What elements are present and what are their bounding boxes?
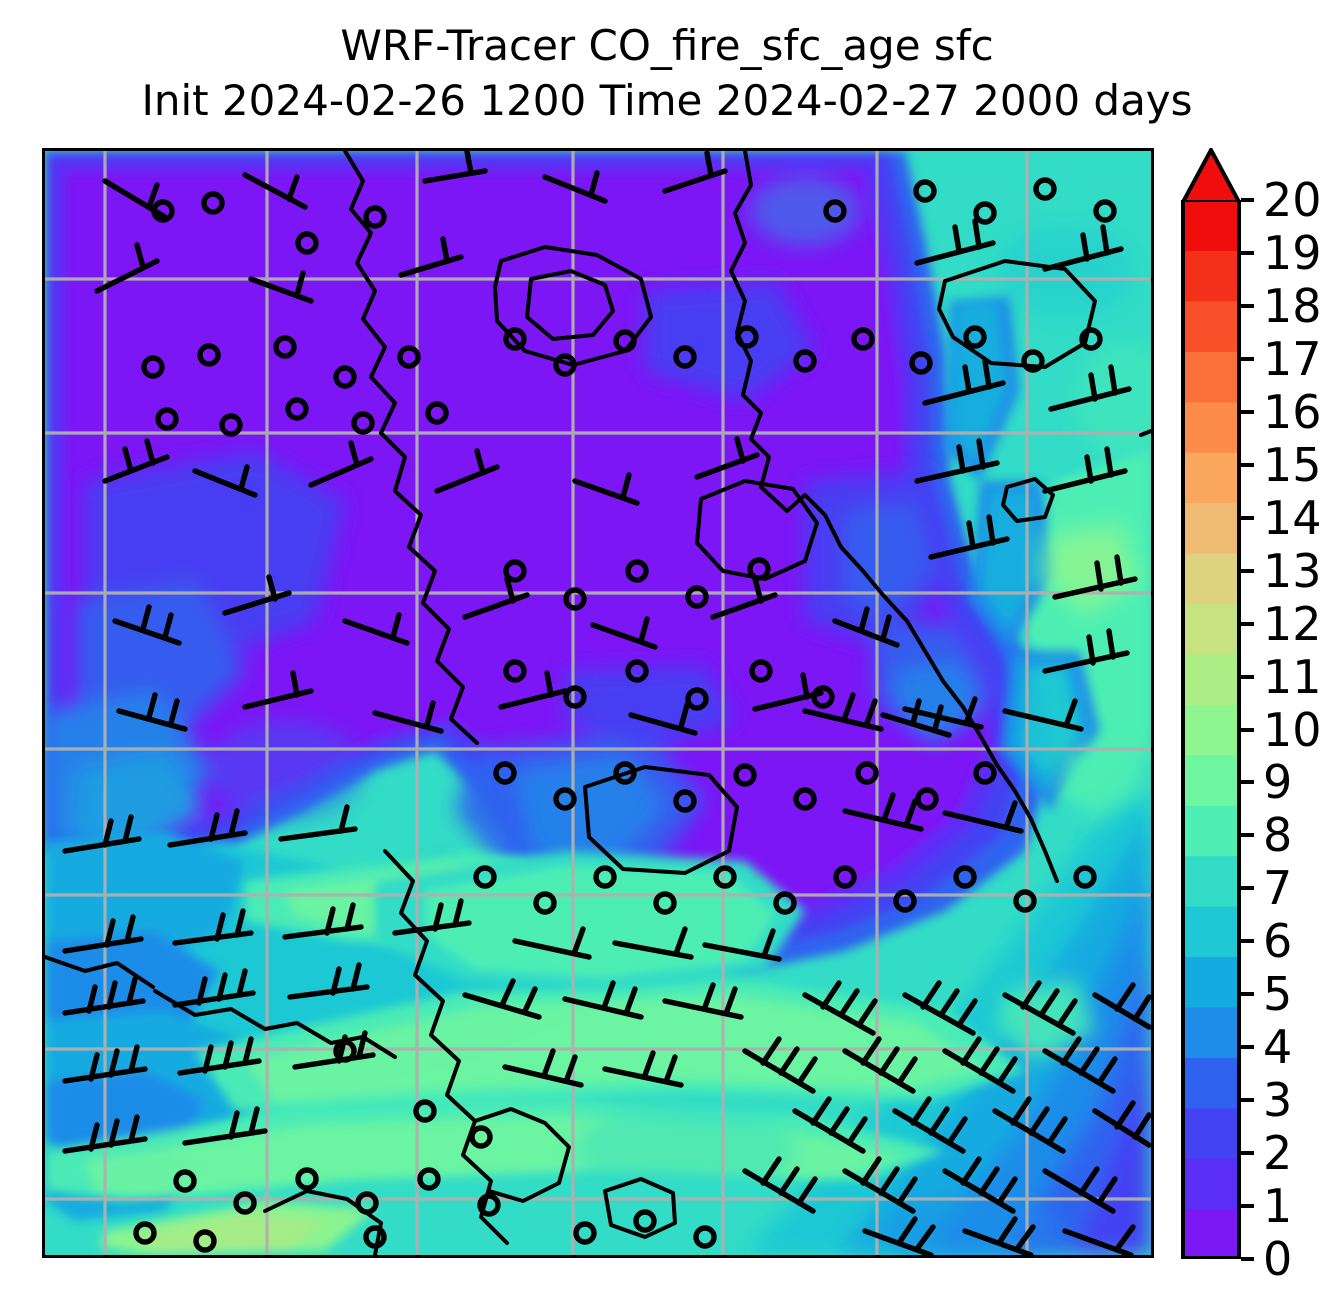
colorbar-tick-label: 17 xyxy=(1263,331,1322,386)
colorbar-tick-mark xyxy=(1241,1045,1254,1050)
colorbar-band xyxy=(1181,553,1241,605)
colorbar-tick-label: 3 xyxy=(1263,1073,1293,1128)
colorbar-tick-mark xyxy=(1241,1151,1254,1156)
colorbar-tick-mark xyxy=(1241,780,1254,785)
colorbar-frame xyxy=(1181,200,1241,1259)
colorbar-band xyxy=(1181,452,1241,504)
colorbar-band xyxy=(1181,200,1241,252)
colorbar-tick-label: 8 xyxy=(1263,808,1293,863)
map-gridlines xyxy=(45,151,1151,1255)
colorbar-band xyxy=(1181,603,1241,655)
colorbar-tick-label: 9 xyxy=(1263,755,1293,810)
colorbar-tick-label: 6 xyxy=(1263,914,1293,969)
colorbar-tick-label: 18 xyxy=(1263,278,1322,333)
colorbar-tick-mark xyxy=(1241,198,1254,202)
colorbar-tick-mark xyxy=(1241,674,1254,679)
colorbar-tick-label: 10 xyxy=(1263,702,1322,757)
colorbar-gradient xyxy=(1181,200,1241,1259)
colorbar-tick-mark xyxy=(1241,568,1254,573)
title-line-2: Init 2024-02-26 1200 Time 2024-02-27 200… xyxy=(141,76,1193,125)
wind-barb-calm-group xyxy=(133,177,1117,1253)
colorbar-tick-mark xyxy=(1241,462,1254,467)
figure-title: WRF-Tracer CO_fire_sfc_age sfc Init 2024… xyxy=(0,18,1334,128)
colorbar-tick-label: 0 xyxy=(1263,1232,1293,1286)
colorbar-band xyxy=(1181,1107,1241,1159)
colorbar[interactable] xyxy=(1181,148,1241,1261)
colorbar-tick-mark xyxy=(1241,1204,1254,1209)
colorbar-tick-mark xyxy=(1241,1098,1254,1103)
map-axes[interactable] xyxy=(42,148,1154,1258)
wind-barbs xyxy=(62,151,1151,1255)
colorbar-band xyxy=(1181,1057,1241,1109)
colorbar-tick-mark xyxy=(1241,727,1254,732)
colorbar-tick-labels: 20 19 18 17 16 15 14 13 12 11 10 9 8 7 6 5 4 3 2 1 0 xyxy=(1241,148,1334,1285)
colorbar-tick-label: 16 xyxy=(1263,384,1322,439)
colorbar-band xyxy=(1181,754,1241,806)
colorbar-extend-arrow xyxy=(1181,148,1241,204)
colorbar-tick-label: 11 xyxy=(1263,649,1322,704)
colorbar-tick-mark xyxy=(1241,621,1254,626)
colorbar-band xyxy=(1181,351,1241,403)
colorbar-band xyxy=(1181,855,1241,907)
colorbar-tick-label: 14 xyxy=(1263,490,1322,545)
colorbar-tick-mark xyxy=(1241,886,1254,891)
colorbar-tick-mark xyxy=(1241,1257,1254,1261)
title-line-1: WRF-Tracer CO_fire_sfc_age sfc xyxy=(340,21,994,70)
colorbar-band xyxy=(1181,1006,1241,1058)
colorbar-band xyxy=(1181,401,1241,453)
colorbar-band xyxy=(1181,502,1241,554)
wind-barb-shafts xyxy=(62,151,1151,1255)
colorbar-tick-label: 13 xyxy=(1263,543,1322,598)
colorbar-tick-mark xyxy=(1241,303,1254,308)
colorbar-band xyxy=(1181,1208,1241,1259)
colorbar-band xyxy=(1181,704,1241,756)
colorbar-tick-mark xyxy=(1241,833,1254,838)
colorbar-band xyxy=(1181,250,1241,302)
colorbar-tick-mark xyxy=(1241,356,1254,361)
colorbar-band xyxy=(1181,1158,1241,1210)
colorbar-tick-label: 15 xyxy=(1263,437,1322,492)
colorbar-band xyxy=(1181,906,1241,958)
colorbar-band xyxy=(1181,300,1241,352)
colorbar-tick-label: 20 xyxy=(1263,173,1322,227)
map-overlay xyxy=(45,151,1151,1255)
colorbar-tick-label: 2 xyxy=(1263,1126,1293,1181)
colorbar-tick-label: 19 xyxy=(1263,225,1322,280)
map-plot-area xyxy=(45,151,1151,1255)
coastlines xyxy=(45,151,1151,1255)
colorbar-tick-mark xyxy=(1241,250,1254,255)
colorbar-band xyxy=(1181,956,1241,1008)
colorbar-band xyxy=(1181,805,1241,857)
colorbar-tick-mark xyxy=(1241,939,1254,944)
colorbar-tick-label: 12 xyxy=(1263,596,1322,651)
colorbar-tick-label: 1 xyxy=(1263,1179,1293,1234)
colorbar-tick-label: 4 xyxy=(1263,1020,1293,1075)
colorbar-tick-label: 7 xyxy=(1263,861,1293,916)
colorbar-tick-mark xyxy=(1241,515,1254,520)
colorbar-band xyxy=(1181,653,1241,705)
colorbar-tick-mark xyxy=(1241,992,1254,997)
colorbar-tick-label: 5 xyxy=(1263,967,1293,1022)
colorbar-tick-mark xyxy=(1241,409,1254,414)
